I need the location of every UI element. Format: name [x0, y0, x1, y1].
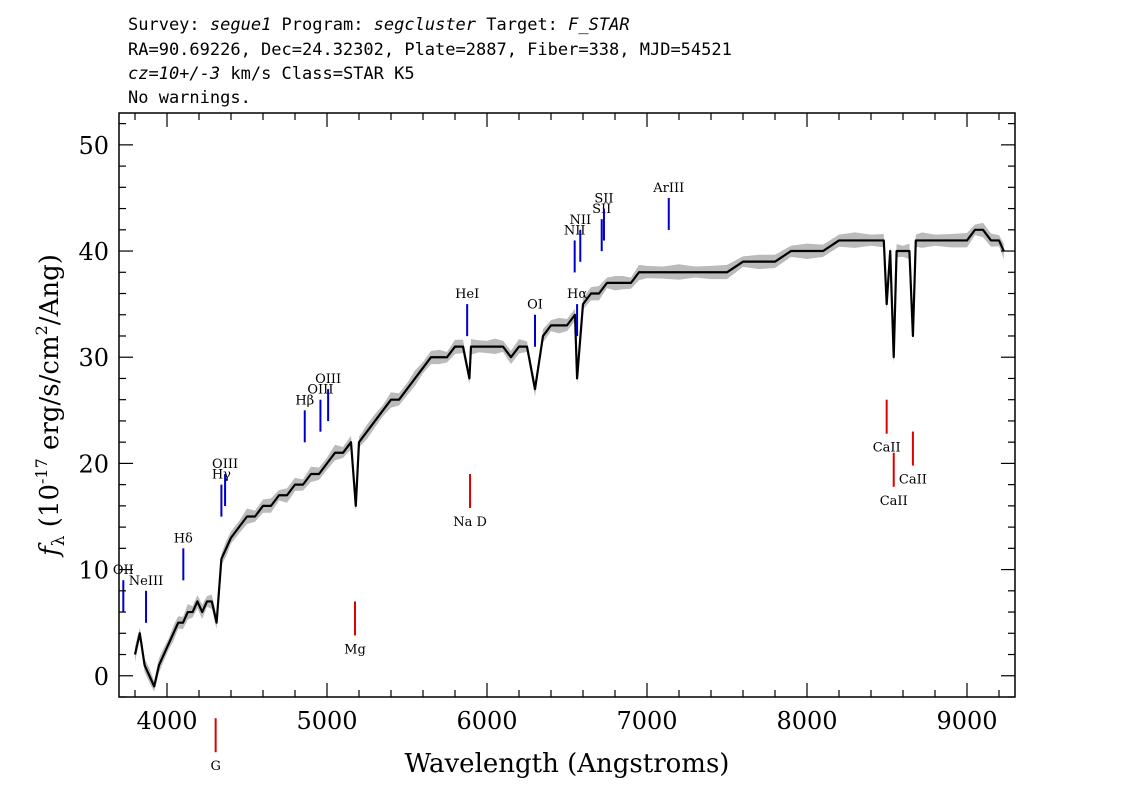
- x-tick-label: 9000: [936, 707, 997, 735]
- y-axis-title: fλ (10-17 erg/s/cm2/Ang): [32, 254, 69, 558]
- y-tick-label: 30: [78, 344, 109, 372]
- emission-line-label: NeIII: [129, 574, 163, 589]
- header-line-3: cz=10+/-3 km/s Class=STAR K5: [128, 64, 415, 84]
- emission-line-label: SII: [592, 202, 611, 217]
- emission-line-label: NII: [569, 213, 591, 228]
- y-title-area-exponent: 2: [32, 325, 51, 335]
- program-label: Program:: [271, 15, 373, 35]
- y-tick-label: 40: [78, 238, 109, 266]
- y-tick-label: 20: [78, 450, 109, 478]
- emission-line-label: HeI: [455, 287, 479, 302]
- program-value: segcluster: [374, 15, 477, 35]
- y-tick-label: 0: [94, 663, 109, 691]
- data-layer: [133, 222, 1005, 692]
- y-tick-label: 50: [78, 132, 109, 160]
- target-label: Target:: [476, 15, 568, 35]
- flux-line: [133, 228, 1005, 688]
- spectral-lines-layer: OIINeIIIHδHγOIIIHβOIIIOIIIHeIOINIIHαNIIS…: [113, 181, 927, 774]
- absorption-line-label: CaII: [899, 473, 927, 488]
- x-axis-title: Wavelength (Angstroms): [405, 749, 730, 779]
- absorption-line-label: CaII: [873, 441, 901, 456]
- plot-frame: [118, 112, 1016, 698]
- y-tick-label: 10: [78, 557, 109, 585]
- x-tick-label: 7000: [616, 707, 677, 735]
- redshift-value: cz=10+/-3: [128, 64, 220, 84]
- absorption-line-label: Na D: [453, 515, 487, 530]
- error-band: [135, 222, 1004, 692]
- class-text: km/s Class=STAR K5: [220, 64, 414, 84]
- emission-line-label: OIII: [315, 372, 341, 387]
- emission-line-label: Hα: [567, 287, 587, 302]
- x-tick-label: 4000: [136, 707, 197, 735]
- absorption-line-label: CaII: [880, 494, 908, 509]
- emission-line-label: ArIII: [652, 181, 684, 196]
- survey-label: Survey:: [128, 15, 210, 35]
- emission-line-label: Hβ: [295, 393, 314, 408]
- absorption-line-label: G: [210, 759, 220, 774]
- target-value: F_STAR: [568, 15, 629, 35]
- emission-line-label: OI: [527, 298, 543, 313]
- x-tick-label: 5000: [296, 707, 357, 735]
- header-line-2: RA=90.69226, Dec=24.32302, Plate=2887, F…: [128, 40, 732, 60]
- emission-line-label: Hδ: [174, 531, 193, 546]
- header: Survey: segue1 Program: segcluster Targe…: [128, 15, 732, 108]
- survey-value: segue1: [210, 15, 271, 35]
- header-line-1: Survey: segue1 Program: segcluster Targe…: [128, 15, 630, 35]
- x-tick-label: 6000: [456, 707, 517, 735]
- emission-line-label: Hγ: [212, 468, 231, 483]
- x-tick-label: 8000: [776, 707, 837, 735]
- y-title-subscript: λ: [49, 535, 69, 546]
- y-title-units: erg/s/cm: [35, 335, 65, 458]
- y-title-suffix: /Ang): [35, 254, 65, 325]
- header-line-4: No warnings.: [128, 88, 251, 108]
- emission-line-label: OIII: [307, 383, 333, 398]
- emission-line-label: OIII: [212, 457, 238, 472]
- absorption-line-label: Mg: [344, 642, 366, 657]
- emission-line-label: OII: [113, 563, 134, 578]
- y-title-prefix: (10: [35, 484, 65, 536]
- axes-layer: 4000 5000 6000 7000 8000 9000 0 10 20 30 40 50: [78, 112, 1016, 735]
- emission-line-label: SII: [594, 192, 613, 207]
- y-title-exponent: -17: [32, 458, 51, 484]
